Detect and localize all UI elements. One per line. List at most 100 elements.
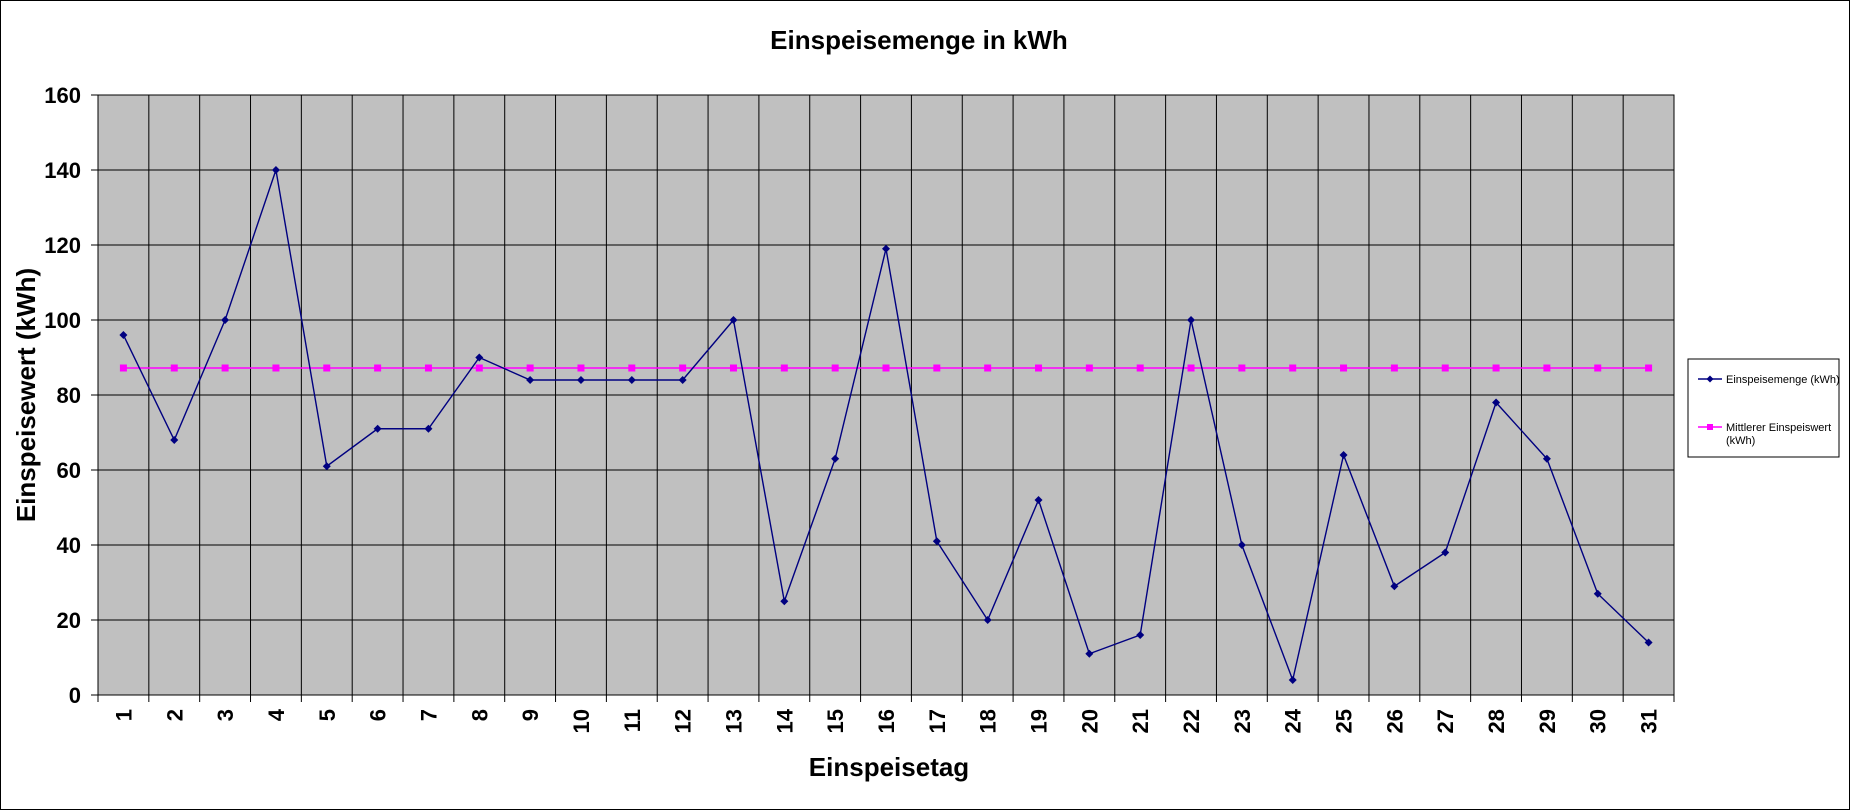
- data-point-marker: [1594, 364, 1602, 372]
- x-tick-label: 17: [925, 709, 950, 733]
- x-tick-label: 14: [772, 708, 797, 733]
- legend: Einspeisemenge (kWh) Mittlerer Einspeiswe…: [1687, 358, 1840, 458]
- data-point-marker: [119, 331, 128, 339]
- legend-box: [1687, 358, 1840, 458]
- data-point-marker: [424, 424, 433, 433]
- x-tick-label: 9: [518, 709, 543, 721]
- x-tick-label: 31: [1637, 709, 1662, 733]
- x-tick-label: 20: [1077, 709, 1102, 733]
- x-tick-label: 24: [1281, 708, 1306, 733]
- data-point-marker: [119, 364, 127, 372]
- y-tick-label: 40: [57, 533, 81, 558]
- data-point-marker: [1492, 364, 1500, 372]
- data-point-marker: [1441, 548, 1450, 557]
- data-point-marker: [780, 597, 789, 606]
- x-tick-label: 22: [1179, 709, 1204, 733]
- data-point-marker: [526, 364, 534, 372]
- y-tick-label: 120: [44, 233, 81, 258]
- x-tick-label: 18: [976, 709, 1001, 733]
- data-point-marker: [1390, 364, 1398, 372]
- data-point-marker: [1289, 364, 1297, 372]
- data-point-marker: [373, 424, 382, 433]
- data-point-marker: [1339, 451, 1348, 459]
- data-point-marker: [374, 364, 382, 372]
- data-point-marker: [1187, 364, 1195, 372]
- data-point-marker: [1441, 364, 1449, 372]
- chart-title: Einspeisemenge in kWh: [770, 25, 1068, 55]
- x-tick-label: 10: [569, 709, 594, 733]
- data-point-marker: [984, 364, 992, 372]
- data-point-marker: [1644, 638, 1653, 647]
- data-point-marker: [1543, 364, 1551, 372]
- x-tick-label: 26: [1382, 709, 1407, 733]
- data-point-marker: [526, 376, 535, 384]
- data-point-marker: [729, 364, 737, 372]
- data-point-marker: [1340, 364, 1348, 372]
- data-point-marker: [475, 353, 484, 362]
- data-point-marker: [983, 616, 992, 624]
- data-point-marker: [933, 364, 941, 372]
- y-tick-label: 160: [44, 83, 81, 108]
- y-tick-label: 20: [57, 608, 81, 633]
- data-point-marker: [1085, 364, 1093, 372]
- x-tick-label: 13: [721, 709, 746, 733]
- data-point-marker: [323, 364, 331, 372]
- data-point-marker: [1237, 541, 1246, 549]
- data-point-marker: [424, 364, 432, 372]
- data-point-marker: [1492, 398, 1501, 407]
- x-tick-label: 11: [620, 709, 645, 732]
- data-point-marker: [170, 364, 178, 372]
- data-point-marker: [882, 364, 890, 372]
- y-tick-label: 0: [69, 683, 81, 708]
- legend-marker: [1707, 424, 1713, 430]
- x-tick-label: 6: [366, 709, 391, 721]
- data-point-marker: [322, 462, 331, 471]
- x-tick-label: 19: [1027, 709, 1052, 733]
- x-tick-label: 7: [416, 709, 441, 721]
- data-point-marker: [1085, 649, 1094, 658]
- x-tick-label: 21: [1128, 709, 1153, 733]
- x-tick-label: 30: [1586, 709, 1611, 733]
- y-tick-label: 60: [57, 458, 81, 483]
- x-tick-label: 16: [874, 709, 899, 733]
- data-point-marker: [271, 166, 280, 174]
- legend-label: Einspeisemenge (kWh): [1726, 374, 1840, 386]
- x-tick-label: 23: [1230, 709, 1255, 733]
- data-point-marker: [1593, 589, 1602, 598]
- data-point-marker: [780, 364, 788, 372]
- y-tick-label: 80: [57, 383, 81, 408]
- x-tick-label: 3: [213, 709, 238, 721]
- data-point-marker: [576, 376, 585, 384]
- data-point-marker: [1187, 316, 1196, 324]
- data-point-marker: [577, 364, 585, 372]
- data-point-marker: [1136, 364, 1144, 372]
- legend-label: Mittlerer Einspeiswert (kWh): [1726, 422, 1831, 447]
- x-tick-label: 29: [1535, 709, 1560, 733]
- series-layer: [119, 166, 1653, 684]
- data-point-marker: [1034, 496, 1043, 504]
- data-point-marker: [831, 364, 839, 372]
- data-point-marker: [1238, 364, 1246, 372]
- x-tick-label: 1: [111, 709, 136, 721]
- x-tick-label: 2: [162, 709, 187, 721]
- data-point-marker: [831, 454, 840, 463]
- y-tick-label: 140: [44, 158, 81, 183]
- x-tick-label: 12: [671, 709, 696, 733]
- data-point-marker: [1645, 364, 1653, 372]
- y-axis-ticks: 0 20 40 60 80 100 120 140 160: [44, 83, 98, 708]
- data-point-marker: [221, 316, 230, 324]
- x-axis-label: Einspeisetag: [809, 752, 969, 782]
- data-point-marker: [729, 316, 738, 324]
- x-axis-ticks: 1 2 3 4 5 6 7 8 9 10 11 12 13 14 15 16 17 18 19 20 21 22 23 24 2…: [97, 695, 1675, 733]
- data-point-marker: [1288, 676, 1297, 684]
- gridlines: [98, 95, 1674, 695]
- data-point-marker: [170, 436, 179, 444]
- legend-marker: [1706, 375, 1714, 383]
- x-tick-label: 5: [315, 709, 340, 721]
- data-point-marker: [1542, 454, 1551, 463]
- data-point-marker: [628, 364, 636, 372]
- data-point-marker: [1390, 582, 1399, 591]
- data-point-marker: [678, 376, 687, 384]
